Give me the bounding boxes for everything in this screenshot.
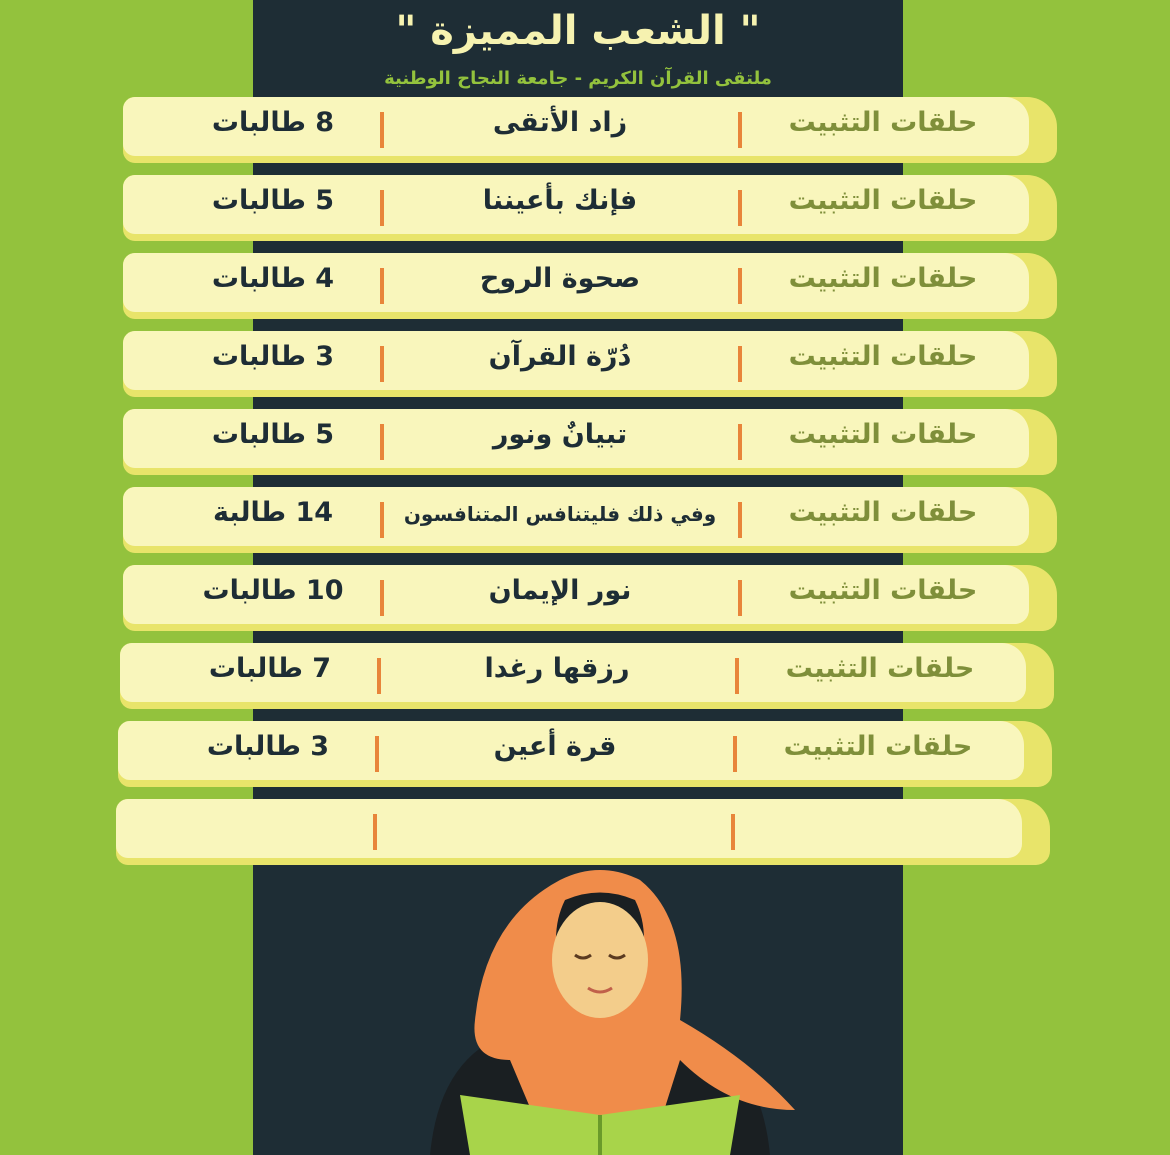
circle-name: صحوة الروح xyxy=(479,263,641,294)
table-row: حلقات التثبيت وفي ذلك فليتنافس المتنافسو… xyxy=(123,487,1057,553)
row-face xyxy=(123,331,1029,390)
divider xyxy=(738,190,742,226)
student-count: 4 طالبات xyxy=(211,263,335,294)
divider xyxy=(738,424,742,460)
table-row: حلقات التثبيت نور الإيمان 10 طالبات xyxy=(123,565,1057,631)
circle-type: حلقات التثبيت xyxy=(788,497,978,528)
circle-name: رزقها رغدا xyxy=(484,653,630,684)
table-row: حلقات التثبيت تبيانٌ ونور 5 طالبات xyxy=(123,409,1057,475)
divider xyxy=(738,346,742,382)
student-count: 3 طالبات xyxy=(206,731,330,762)
student-count: 3 طالبات xyxy=(211,341,335,372)
divider xyxy=(380,502,384,538)
row-face xyxy=(123,565,1029,624)
divider xyxy=(738,502,742,538)
table-row: حلقات التثبيت زاد الأتقى 8 طالبات xyxy=(123,97,1057,163)
circle-name: دُرّة القرآن xyxy=(488,341,632,372)
divider xyxy=(738,112,742,148)
row-face xyxy=(123,97,1029,156)
divider xyxy=(735,658,739,694)
table-row: حلقات التثبيت قرة أعين 3 طالبات xyxy=(118,721,1052,787)
circle-name: تبيانٌ ونور xyxy=(492,419,628,450)
circle-type: حلقات التثبيت xyxy=(788,419,978,450)
table-row xyxy=(116,799,1050,865)
circle-type: حلقات التثبيت xyxy=(783,731,973,762)
student-count: 5 طالبات xyxy=(211,185,335,216)
circle-type: حلقات التثبيت xyxy=(788,575,978,606)
girl-reading-illustration xyxy=(430,870,795,1155)
divider xyxy=(377,658,381,694)
page-title: " الشعب المميزة " xyxy=(395,8,761,54)
row-face xyxy=(123,487,1029,546)
table-row: حلقات التثبيت فإنك بأعيننا 5 طالبات xyxy=(123,175,1057,241)
table-row: حلقات التثبيت صحوة الروح 4 طالبات xyxy=(123,253,1057,319)
student-count: 7 طالبات xyxy=(208,653,332,684)
row-face xyxy=(123,175,1029,234)
divider xyxy=(380,190,384,226)
divider xyxy=(380,268,384,304)
row-face xyxy=(120,643,1026,702)
circle-type: حلقات التثبيت xyxy=(788,341,978,372)
circle-type: حلقات التثبيت xyxy=(788,107,978,138)
divider xyxy=(731,814,735,850)
divider xyxy=(373,814,377,850)
divider xyxy=(380,112,384,148)
divider xyxy=(375,736,379,772)
row-face xyxy=(118,721,1024,780)
circle-name: نور الإيمان xyxy=(488,575,632,606)
student-count: 8 طالبات xyxy=(211,107,335,138)
divider xyxy=(733,736,737,772)
row-face xyxy=(123,409,1029,468)
student-count: 14 طالبة xyxy=(212,497,334,528)
student-count: 5 طالبات xyxy=(211,419,335,450)
table-row: حلقات التثبيت دُرّة القرآن 3 طالبات xyxy=(123,331,1057,397)
page-subtitle: ملتقى القرآن الكريم - جامعة النجاح الوطن… xyxy=(384,68,772,89)
student-count: 10 طالبات xyxy=(202,575,344,606)
circle-type: حلقات التثبيت xyxy=(788,185,978,216)
divider xyxy=(380,580,384,616)
circle-name: قرة أعين xyxy=(493,731,617,762)
circle-type: حلقات التثبيت xyxy=(785,653,975,684)
divider xyxy=(380,346,384,382)
table-row: حلقات التثبيت رزقها رغدا 7 طالبات xyxy=(120,643,1054,709)
circle-name: زاد الأتقى xyxy=(492,107,628,138)
divider xyxy=(738,268,742,304)
divider xyxy=(738,580,742,616)
divider xyxy=(380,424,384,460)
circle-name: وفي ذلك فليتنافس المتنافسون xyxy=(403,502,717,526)
circle-name: فإنك بأعيننا xyxy=(482,185,638,216)
circle-type: حلقات التثبيت xyxy=(788,263,978,294)
row-face xyxy=(123,253,1029,312)
row-face xyxy=(116,799,1022,858)
